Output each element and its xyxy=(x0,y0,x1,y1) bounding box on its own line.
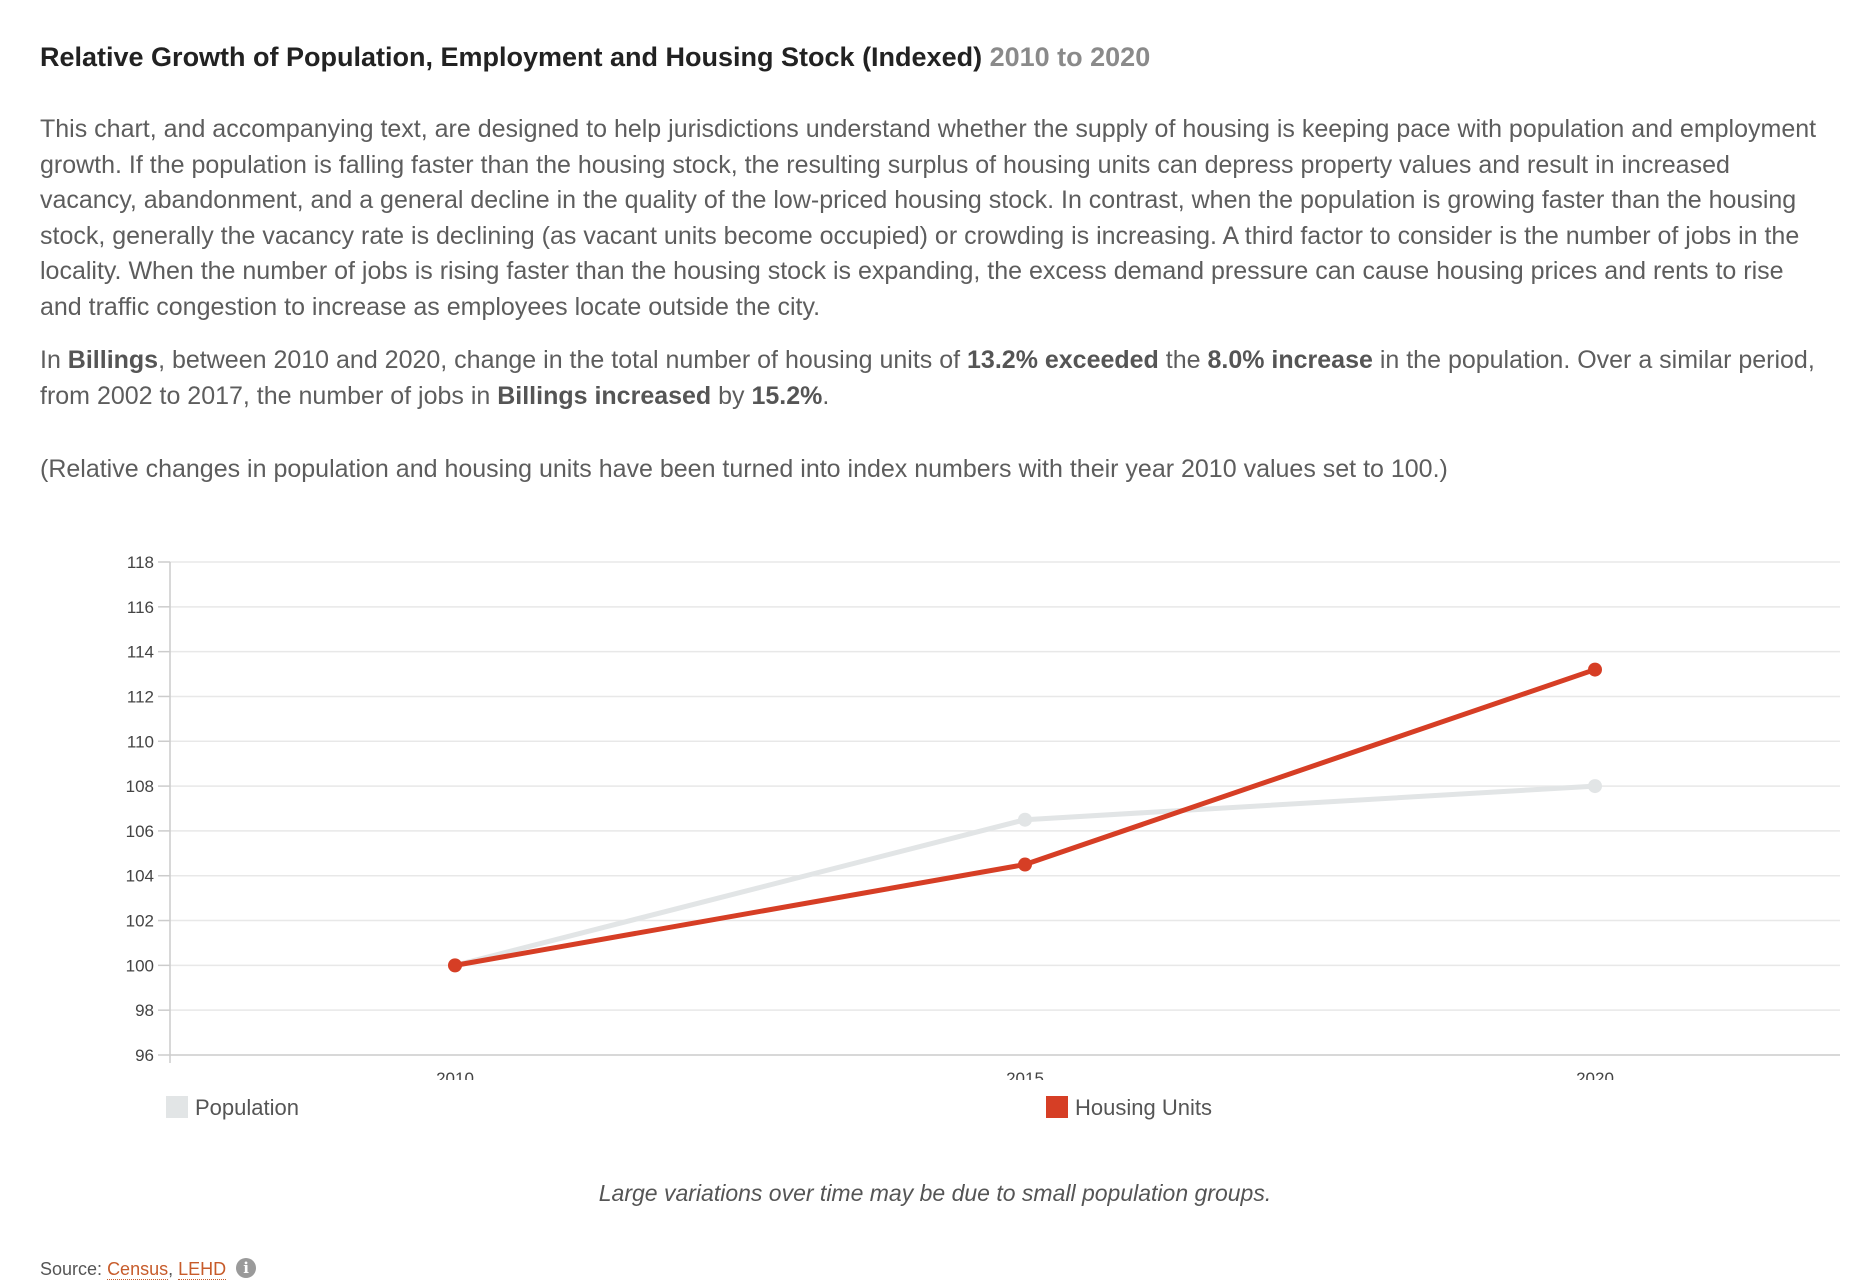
x-tick-label: 2020 xyxy=(1576,1069,1614,1080)
page: Relative Growth of Population, Employmen… xyxy=(40,0,1840,1284)
y-tick-label: 110 xyxy=(127,732,154,751)
legend-label-housing-units: Housing Units xyxy=(1075,1095,1212,1120)
y-tick-label: 112 xyxy=(127,687,154,706)
source-line: Source: Census, LEHD i xyxy=(40,1258,257,1280)
y-tick-label: 96 xyxy=(135,1046,154,1065)
data-point-housing-units xyxy=(448,958,462,973)
intro-paragraph: This chart, and accompanying text, are d… xyxy=(40,115,1817,321)
info-icon[interactable]: i xyxy=(236,1258,257,1278)
legend-swatch-population xyxy=(166,1096,188,1118)
jobs-place: Billings increased xyxy=(497,381,712,410)
place-name: Billings xyxy=(67,346,159,374)
source-link-lehd[interactable]: LEHD xyxy=(178,1259,227,1280)
summary-text: . xyxy=(822,381,830,410)
data-point-population xyxy=(1018,812,1032,827)
y-tick-label: 114 xyxy=(127,643,154,662)
x-tick-label: 2010 xyxy=(436,1069,474,1080)
source-separator: , xyxy=(168,1259,179,1279)
footnote: Large variations over time may be due to… xyxy=(598,1180,1272,1206)
y-tick-label: 104 xyxy=(126,867,154,886)
y-tick-label: 100 xyxy=(126,956,154,975)
summary-text: In xyxy=(40,346,68,374)
y-tick-label: 102 xyxy=(126,912,154,931)
title-text: Relative Growth of Population, Employmen… xyxy=(40,42,983,72)
title-range: 2010 to 2020 xyxy=(989,42,1151,72)
y-tick-label: 116 xyxy=(127,598,154,617)
legend-item-population[interactable]: Population xyxy=(166,1095,299,1121)
legend-swatch-housing-units xyxy=(1046,1096,1068,1118)
summary-paragraph: In Billings, between 2010 and 2020, chan… xyxy=(40,343,1830,414)
summary-text: by xyxy=(711,381,752,410)
line-chart: 96 98 100 102 104 106 108 110 112 114 116 118 2010 20… xyxy=(126,553,1840,1080)
jobs-change: 15.2% xyxy=(751,381,823,410)
data-point-housing-units xyxy=(1588,662,1602,677)
y-tick-label: 118 xyxy=(127,553,154,572)
y-tick-label: 98 xyxy=(135,1001,154,1020)
index-note: (Relative changes in population and hous… xyxy=(40,455,1448,483)
y-tick-label: 106 xyxy=(126,822,154,841)
summary-text: in the population. Over a similar period… xyxy=(40,346,1815,410)
summary-text: the xyxy=(1158,346,1208,374)
source-label: Source: xyxy=(40,1259,103,1279)
summary-text: , between 2010 and 2020, change in the t… xyxy=(158,346,968,374)
y-tick-label: 108 xyxy=(126,777,154,796)
data-point-population xyxy=(1588,779,1602,794)
housing-change: 13.2% exceeded xyxy=(967,346,1159,374)
legend-label-population: Population xyxy=(195,1095,299,1120)
legend-item-housing-units[interactable]: Housing Units xyxy=(1046,1095,1212,1121)
x-tick-label: 2015 xyxy=(1006,1069,1044,1080)
data-point-housing-units xyxy=(1018,857,1032,872)
population-change: 8.0% increase xyxy=(1207,346,1373,374)
source-link-census[interactable]: Census xyxy=(107,1259,169,1280)
chart-title: Relative Growth of Population, Employmen… xyxy=(40,42,1150,73)
